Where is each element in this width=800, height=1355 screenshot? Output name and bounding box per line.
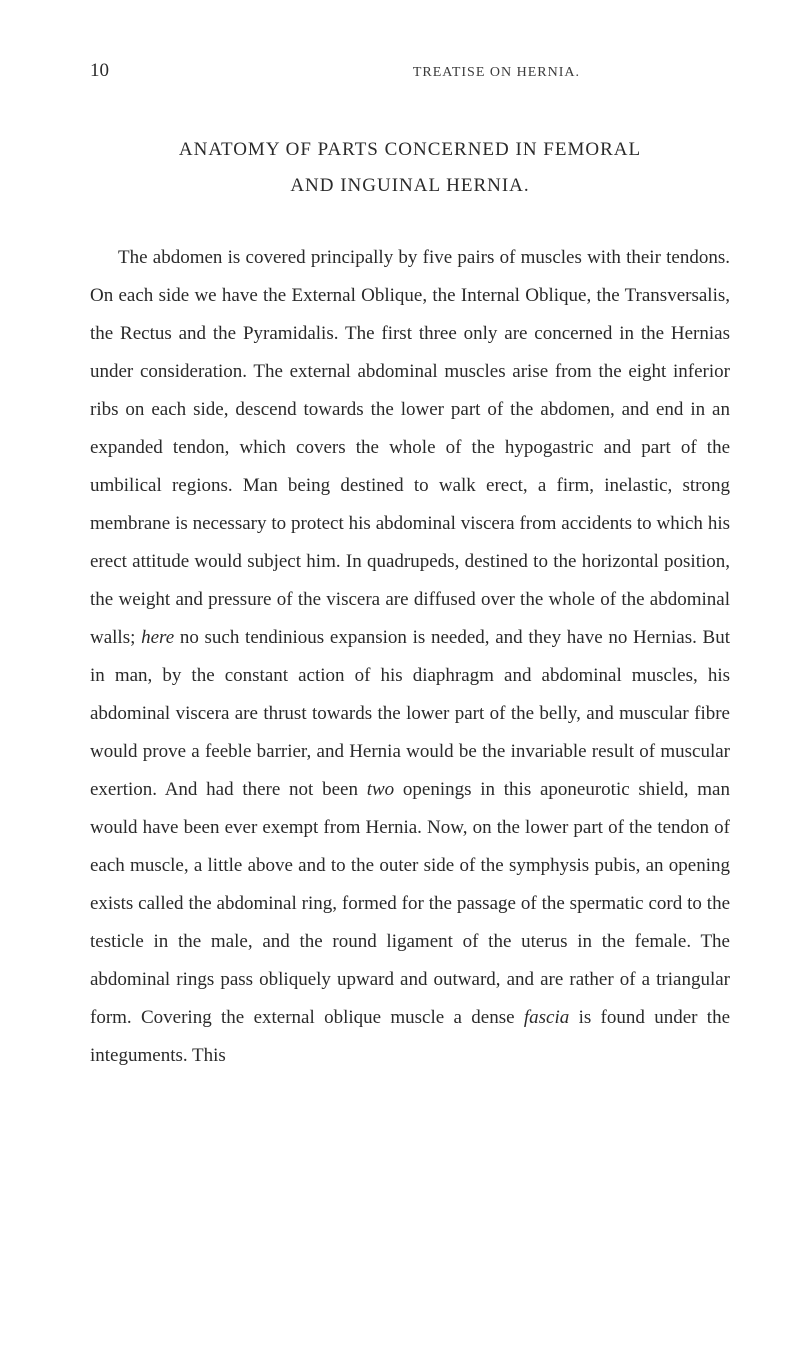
running-head: TREATISE ON HERNIA. <box>413 65 580 81</box>
body-paragraph: The abdomen is covered principally by fi… <box>90 239 730 1075</box>
section-title: ANATOMY OF PARTS CONCERNED IN FEMORAL AN… <box>90 132 730 204</box>
body-text-b: no such tendinious expansion is needed, … <box>90 627 730 800</box>
italic-two: two <box>367 779 394 800</box>
page-header: 10 TREATISE ON HERNIA. <box>90 60 730 82</box>
section-title-line2: AND INGUINAL HERNIA. <box>90 168 730 204</box>
italic-here: here <box>141 627 174 648</box>
page-number: 10 <box>90 60 109 82</box>
body-text-a: The abdomen is covered principally by fi… <box>90 247 730 648</box>
page-container: 10 TREATISE ON HERNIA. ANATOMY OF PARTS … <box>0 0 800 1155</box>
section-title-line1: ANATOMY OF PARTS CONCERNED IN FEMORAL <box>90 132 730 168</box>
italic-fascia: fascia <box>524 1007 569 1028</box>
body-text-c: openings in this aponeurotic shield, man… <box>90 779 730 1028</box>
